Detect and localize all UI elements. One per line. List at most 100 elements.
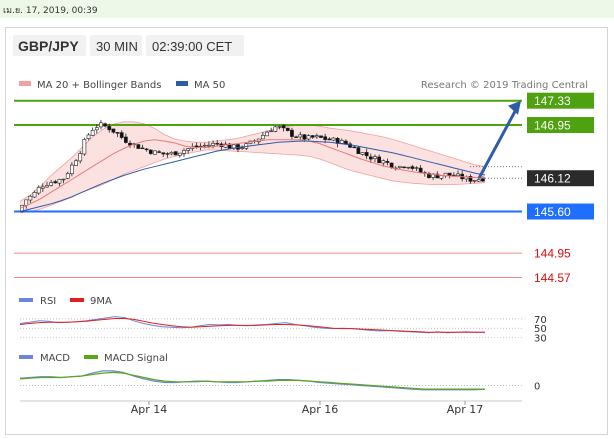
candle-body <box>339 140 344 144</box>
level-label-support-2: 144.57 <box>534 271 571 285</box>
ma50-line <box>19 140 486 212</box>
candle-body <box>290 129 294 137</box>
candle-body <box>45 185 49 188</box>
candle-body <box>410 166 415 169</box>
candle-body <box>319 135 323 138</box>
candle-body <box>28 195 33 201</box>
x-tick-label: Apr 16 <box>302 403 339 416</box>
candle-body <box>435 173 440 179</box>
legend-9ma: 9MA <box>90 296 112 307</box>
x-axis: Apr 14 Apr 16 Apr 17 <box>20 400 522 416</box>
candle-body <box>261 135 265 140</box>
candle-body <box>169 152 174 155</box>
candle-body <box>414 167 419 169</box>
candle-body <box>173 151 178 156</box>
candle-body <box>377 156 382 164</box>
level-label-target-2: 147.33 <box>534 94 571 108</box>
interval-box <box>90 35 142 56</box>
candle-body <box>389 162 394 168</box>
bollinger-upper-line <box>19 121 486 202</box>
forecast-arrow-shaft <box>477 106 519 179</box>
candle-body <box>281 125 286 129</box>
candle-body <box>331 137 336 141</box>
x-tick-label: Apr 14 <box>131 403 168 416</box>
candle-body <box>398 165 402 168</box>
forecast-arrow-head <box>508 100 521 115</box>
candle-body <box>327 138 332 141</box>
candle-body <box>86 134 91 139</box>
macd-signal-line <box>19 371 485 390</box>
candle-body <box>385 161 390 163</box>
candle-body <box>111 128 116 133</box>
level-label-pivot: 145.60 <box>534 205 571 219</box>
interval-label: 30 MIN <box>96 39 138 54</box>
candle-body <box>161 152 166 155</box>
legend-swatch-ma20 <box>19 81 31 86</box>
candle-body <box>78 153 83 162</box>
candle-body <box>476 179 481 182</box>
symbol-box <box>13 35 86 56</box>
candle-body <box>418 167 423 173</box>
candle-body <box>364 152 369 157</box>
bollinger-band-fill <box>20 121 485 213</box>
candle-body <box>24 199 29 206</box>
candle-body <box>202 144 207 147</box>
candle-body <box>207 144 211 147</box>
candle-body <box>373 156 377 159</box>
candle-body <box>119 132 124 138</box>
attribution: Research © 2019 Trading Central <box>421 80 588 91</box>
candle-body <box>406 166 411 169</box>
candle-body <box>468 176 473 182</box>
candle-body <box>82 139 87 155</box>
time-label: 02:39:00 CET <box>152 39 232 54</box>
candle-body <box>215 143 220 145</box>
candle-body <box>381 160 386 164</box>
candle-body <box>123 136 128 143</box>
rsi-tick-label: 50 <box>534 324 547 335</box>
candle-body <box>94 127 99 131</box>
candle-body <box>74 160 78 166</box>
macd-tick-label: 0 <box>534 381 540 392</box>
candle-body <box>90 130 95 136</box>
candle-body <box>32 192 37 198</box>
candle-body <box>356 147 361 155</box>
candle-body <box>302 134 307 140</box>
level-box-target-2 <box>527 92 594 109</box>
ma20-line <box>19 139 485 209</box>
candle-body <box>306 135 311 140</box>
legend-swatch-macd <box>19 355 33 359</box>
candle-body <box>273 126 278 132</box>
candle-body <box>447 172 452 176</box>
rsi-tick-label: 70 <box>534 315 547 326</box>
candle-body <box>157 151 161 153</box>
candle-body <box>115 132 120 134</box>
candle-body <box>49 182 54 186</box>
candle-body <box>314 135 319 138</box>
candle-body <box>344 140 348 145</box>
candle-body <box>182 149 186 154</box>
candle-body <box>348 143 352 148</box>
rsi-tick-label: 30 <box>534 333 547 344</box>
candle-body <box>103 123 107 127</box>
candle-body <box>285 127 290 131</box>
candle-body <box>153 150 157 155</box>
candle-body <box>177 152 182 156</box>
candle-body <box>294 136 298 138</box>
candle-body <box>53 181 58 184</box>
candle-body <box>368 156 373 160</box>
candle-body <box>57 179 62 184</box>
candle-body <box>277 126 282 128</box>
candle-body <box>70 164 74 175</box>
candle-body <box>198 145 203 148</box>
legend-ma20: MA 20 + Bollinger Bands <box>37 80 161 91</box>
candle-body <box>61 178 66 181</box>
legend-rsi: RSI <box>40 296 56 307</box>
legend-swatch-macd-signal <box>84 355 98 359</box>
candle-body <box>265 131 269 137</box>
candle-body <box>165 153 170 155</box>
legend-ma50: MA 50 <box>194 80 225 91</box>
level-label-support-1: 144.95 <box>534 247 571 261</box>
level-box-last-price <box>527 170 594 187</box>
